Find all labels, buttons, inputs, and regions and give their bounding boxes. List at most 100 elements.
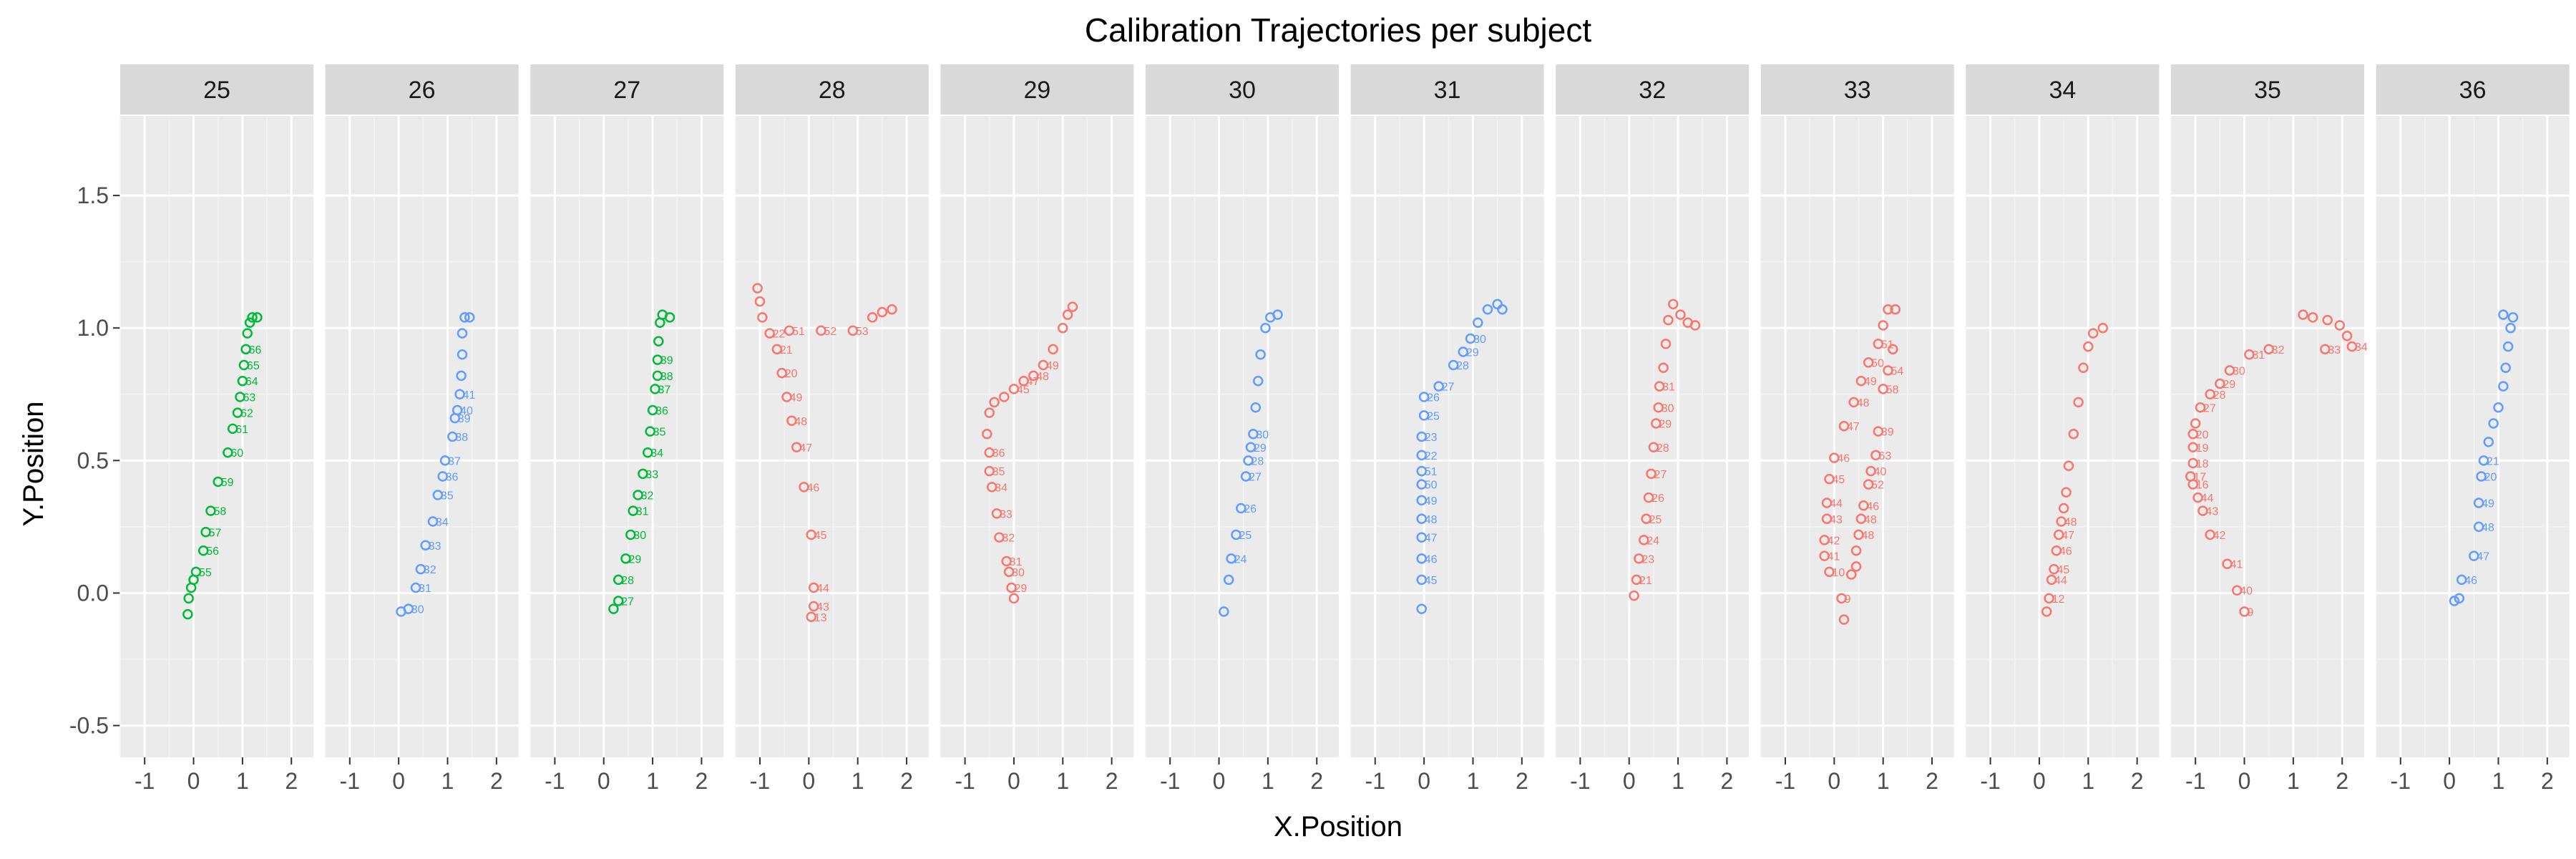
point-index-label: 12 — [2052, 593, 2065, 606]
point-index-label: 35 — [441, 490, 454, 502]
point-index-label: 47 — [2477, 551, 2489, 563]
trajectory-point — [2473, 521, 2484, 533]
point-index-label: 66 — [249, 344, 262, 356]
trajectory-point — [1008, 593, 1020, 604]
trajectory-point — [1067, 301, 1078, 312]
trajectory-point — [1465, 333, 1476, 344]
point-index-label: 63 — [1878, 450, 1891, 462]
point-index-label: 20 — [2484, 472, 2497, 484]
trajectory-point — [205, 505, 216, 516]
point-index-label: 49 — [2482, 498, 2494, 510]
y-tick-label: 1.0 — [77, 315, 109, 341]
point-index-label: 33 — [2328, 344, 2341, 356]
trajectory-point — [2205, 389, 2215, 400]
point-index-label: 25 — [1239, 530, 1252, 542]
point-index-label: 48 — [1857, 397, 1870, 409]
trajectory-point — [1888, 344, 1898, 355]
point-index-label: 43 — [2205, 506, 2218, 518]
trajectory-point — [2224, 365, 2235, 376]
trajectory-point — [816, 325, 826, 336]
point-index-label: 51 — [1881, 339, 1894, 351]
y-tick-label: 0.0 — [77, 580, 109, 606]
trajectory-point — [456, 370, 467, 382]
panel-background — [2171, 116, 2364, 757]
trajectory-point — [232, 407, 243, 418]
trajectory-point — [1416, 431, 1427, 442]
trajectory-point — [2456, 574, 2467, 586]
x-tick-label: 1 — [1467, 768, 1480, 794]
trajectory-point — [1255, 349, 1266, 360]
facet-strip-label: 30 — [1229, 77, 1256, 104]
trajectory-point — [1873, 426, 1884, 437]
trajectory-point — [2498, 381, 2509, 392]
trajectory-point — [2488, 418, 2499, 429]
point-index-label: 49 — [1864, 376, 1877, 388]
x-tick-label: 1 — [1262, 768, 1274, 794]
y-axis: -0.5 0.0 0.5 1.0 1.5 — [69, 183, 120, 739]
point-index-label: 51 — [792, 326, 805, 338]
trajectory-point — [1863, 357, 1874, 368]
trajectory-point — [781, 392, 792, 402]
x-tick-label: -1 — [1980, 768, 2000, 794]
point-index-label: 42 — [1828, 535, 1840, 547]
trajectory-point — [2078, 362, 2089, 373]
trajectory-point — [252, 312, 263, 323]
trajectory-point — [183, 593, 194, 604]
trajectory-point — [1855, 513, 1867, 525]
trajectory-point — [613, 574, 624, 586]
point-index-label: 20 — [2196, 429, 2209, 441]
point-index-label: 30 — [633, 530, 646, 542]
point-index-label: 63 — [243, 392, 255, 404]
trajectory-point — [1252, 375, 1264, 387]
x-tick-label: 1 — [441, 768, 454, 794]
point-index-label: 22 — [773, 329, 786, 341]
trajectory-point — [2320, 344, 2331, 355]
trajectory-point — [1883, 365, 1893, 376]
point-index-label: 48 — [1425, 514, 1438, 526]
point-index-label: 43 — [1830, 514, 1843, 526]
point-index-label: 49 — [790, 392, 803, 404]
y-tick-label: 0.5 — [77, 447, 109, 473]
trajectory-point — [1482, 304, 1493, 315]
trajectory-point — [847, 325, 859, 336]
point-index-label: 10 — [1832, 567, 1845, 579]
facet-strip-label: 34 — [2049, 77, 2076, 104]
trajectory-point — [190, 566, 202, 578]
point-index-label: 45 — [1425, 575, 1438, 587]
trajectory-point — [1008, 384, 1020, 394]
facet-panel-32: 32 -1 0 1 2 21 23 24 25 26 27 28 29 30 31 — [1555, 64, 1750, 794]
trajectory-point — [1458, 346, 1469, 357]
facet-strip-label: 29 — [1023, 77, 1050, 104]
point-index-label: 34 — [2355, 341, 2368, 354]
trajectory-point — [2041, 606, 2052, 617]
trajectory-point — [410, 582, 421, 593]
trajectory-point — [1245, 442, 1257, 453]
point-index-label: 47 — [2062, 530, 2074, 542]
trajectory-point — [1058, 322, 1068, 334]
trajectory-point — [1824, 566, 1835, 578]
chart-title: Calibration Trajectories per subject — [1085, 11, 1591, 49]
point-index-label: 59 — [221, 477, 234, 489]
trajectory-point — [197, 545, 209, 556]
point-index-label: 31 — [1662, 382, 1675, 394]
trajectory-point — [989, 397, 1000, 408]
point-index-label: 25 — [1649, 514, 1662, 526]
trajectory-point — [638, 468, 648, 480]
trajectory-point — [2051, 545, 2062, 556]
trajectory-point — [1236, 503, 1246, 514]
trajectory-point — [1448, 359, 1459, 371]
trajectory-point — [2215, 378, 2225, 389]
trajectory-point — [1416, 479, 1427, 490]
trajectory-point — [764, 328, 775, 339]
trajectory-point — [1653, 402, 1664, 413]
trajectory-point — [1883, 304, 1893, 315]
trajectory-point — [1646, 468, 1657, 480]
x-tick-label: -1 — [2391, 768, 2411, 794]
point-index-label: 48 — [1036, 371, 1049, 383]
trajectory-point — [457, 349, 468, 360]
trajectory-point — [238, 359, 250, 371]
x-tick-label: 1 — [236, 768, 249, 794]
